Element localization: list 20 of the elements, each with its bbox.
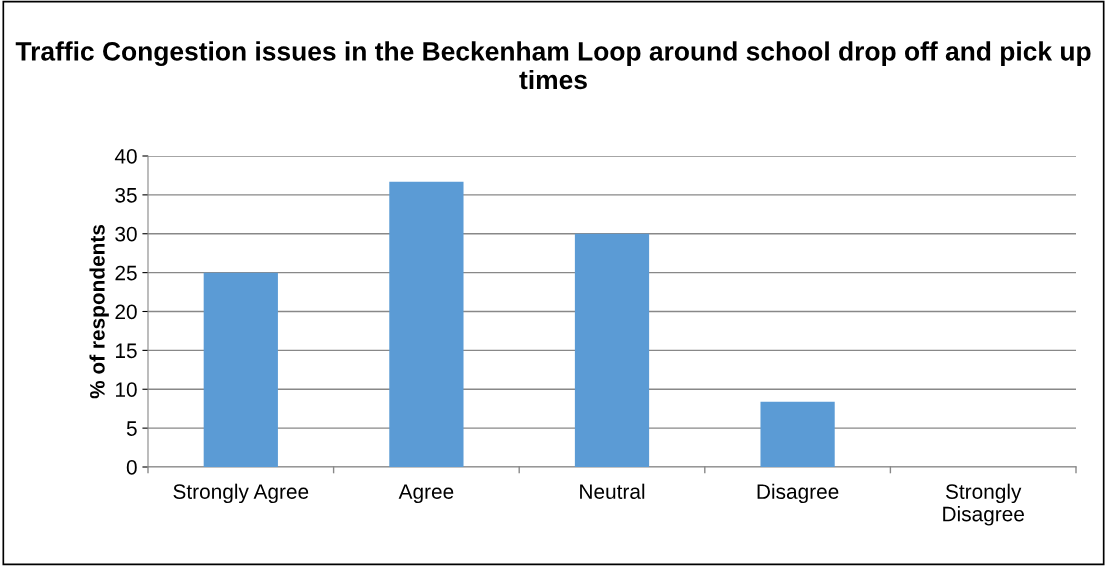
- chart-title: Traffic Congestion issues in the Beckenham Loop around school drop off and pick up times: [15, 41, 1091, 90]
- y-tick-label: 25: [115, 265, 137, 281]
- bar: [574, 233, 650, 467]
- y-tick-label: 30: [115, 226, 137, 242]
- x-tick-label: Agree: [398, 484, 454, 504]
- x-tick-label: Disagree: [757, 483, 839, 504]
- y-tick-label: 35: [115, 187, 137, 203]
- y-tick-label: 10: [116, 382, 137, 397]
- y-tick-label: 0: [126, 460, 137, 475]
- bar: [203, 272, 278, 467]
- y-tick-label: 15: [116, 343, 137, 359]
- y-tick-label: 5: [126, 421, 137, 436]
- y-axis-title: % of respondents: [89, 224, 109, 399]
- bar: [389, 181, 464, 467]
- y-tick-label: 40: [114, 149, 137, 164]
- x-tick-label: Strongly Disagree: [943, 483, 1024, 526]
- y-tick-label: 20: [115, 304, 137, 320]
- x-tick-label: Strongly Agree: [173, 483, 309, 504]
- bar: [760, 401, 835, 467]
- x-tick-label: Neutral: [580, 483, 645, 499]
